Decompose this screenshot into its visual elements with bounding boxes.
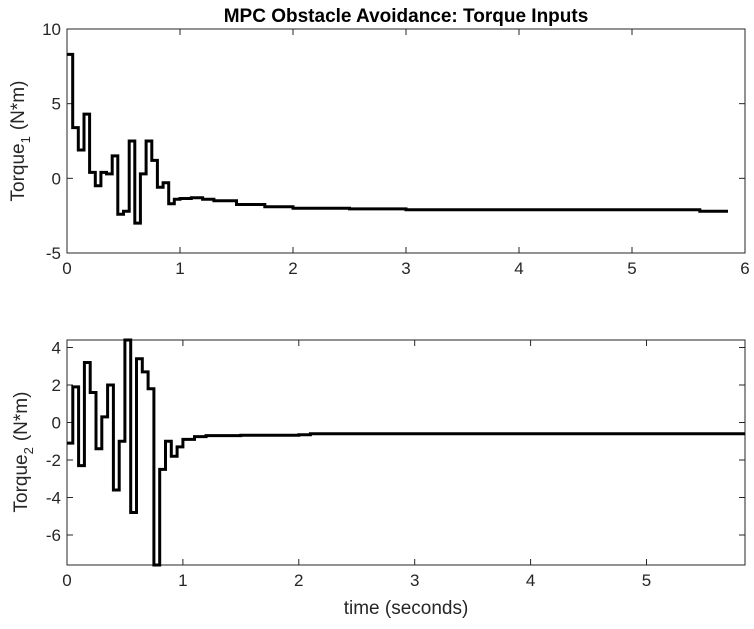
torque-series-line: [67, 52, 728, 225]
y-tick-label: -6: [46, 526, 61, 545]
plot-1-y-axis-label: Torque1 (N*m): [8, 81, 33, 202]
torque-series-line: [67, 338, 745, 567]
x-tick-label: 5: [642, 571, 651, 590]
plot-1-ylabel-subscript: 1: [18, 136, 33, 143]
x-tick-label: 0: [62, 259, 71, 278]
plot-1-series: [67, 52, 728, 225]
plot-2-axes-box: [66, 339, 746, 566]
y-tick-label: -4: [46, 489, 61, 508]
x-tick-label: 4: [526, 571, 535, 590]
plot-2-x-axis-label: time (seconds): [344, 598, 469, 619]
y-tick-label: 2: [52, 376, 61, 395]
x-tick-label: 5: [627, 259, 636, 278]
plot-1-axes-box: [66, 28, 746, 254]
plot-2-ylabel-unit: (N*m): [11, 392, 32, 442]
y-tick-label: 5: [52, 95, 61, 114]
x-tick-label: 2: [294, 571, 303, 590]
plot-2-y-axis-label: Torque2 (N*m): [11, 392, 36, 513]
y-tick-label: -2: [46, 451, 61, 470]
plot-2-ylabel-subscript: 2: [21, 447, 36, 454]
x-tick-label: 4: [514, 259, 523, 278]
plot-1-x-ticks: 0 1 2 3 4 5 6: [62, 29, 750, 278]
x-tick-label: 1: [178, 571, 187, 590]
plot-2-series: [67, 338, 745, 567]
y-tick-label: 0: [52, 169, 61, 188]
x-tick-label: 0: [62, 571, 71, 590]
y-tick-label: -5: [46, 244, 61, 263]
y-tick-label: 4: [52, 339, 61, 358]
plot-1-y-ticks: -5 0 5 10: [42, 20, 745, 263]
y-tick-label: 0: [52, 414, 61, 433]
plot-2-y-ticks: -6 -4 -2 0 2 4: [46, 339, 745, 545]
y-tick-label: 10: [42, 20, 61, 39]
plot-1-ylabel-unit: (N*m): [8, 81, 29, 131]
plot-2-x-ticks: 0 1 2 3 4 5: [62, 340, 651, 590]
chart-title: MPC Obstacle Avoidance: Torque Inputs: [224, 6, 589, 27]
x-tick-label: 1: [175, 259, 184, 278]
plot-1-ylabel-main: Torque: [8, 143, 29, 201]
x-tick-label: 3: [410, 571, 419, 590]
x-tick-label: 3: [401, 259, 410, 278]
plot-2-ylabel-main: Torque: [11, 454, 32, 512]
x-tick-label: 2: [288, 259, 297, 278]
x-tick-label: 6: [740, 259, 749, 278]
plot-torque-1: MPC Obstacle Avoidance: Torque Inputs 0 1…: [8, 6, 750, 278]
